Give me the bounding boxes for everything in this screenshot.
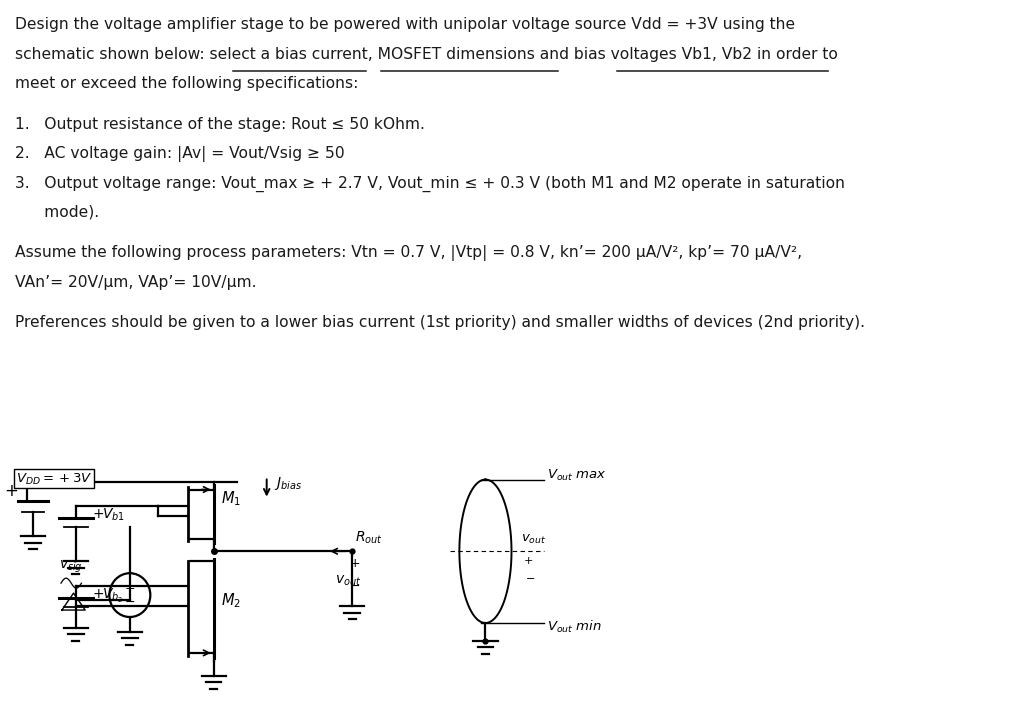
Text: $v_{sig}$: $v_{sig}$ <box>59 559 83 576</box>
Text: meet or exceed the following specifications:: meet or exceed the following specificati… <box>15 76 358 91</box>
Text: +: + <box>92 587 104 601</box>
Text: Assume the following process parameters: Vtn = 0.7 V, |Vtp| = 0.8 V, kn’= 200 μA: Assume the following process parameters:… <box>15 245 803 261</box>
Text: $V_{b_2}$: $V_{b_2}$ <box>102 587 123 605</box>
Text: Preferences should be given to a lower bias current (1st priority) and smaller w: Preferences should be given to a lower b… <box>15 316 865 330</box>
Text: 3.   Output voltage range: Vout_max ≥ + 2.7 V, Vout_min ≤ + 0.3 V (both M1 and M: 3. Output voltage range: Vout_max ≥ + 2.… <box>15 175 846 192</box>
Text: +: + <box>350 557 360 570</box>
Text: −: − <box>525 574 535 584</box>
Text: −: − <box>350 580 360 593</box>
Text: $M_1$: $M_1$ <box>221 489 242 508</box>
Text: −: − <box>125 596 135 609</box>
Text: $V_{out}$ min: $V_{out}$ min <box>547 619 602 635</box>
Text: $v_{out}$: $v_{out}$ <box>336 573 361 588</box>
Text: +: + <box>125 581 135 594</box>
Text: +: + <box>4 481 17 500</box>
Text: $v_{out}$: $v_{out}$ <box>521 533 546 546</box>
Text: 2.   AC voltage gain: |Av| = Vout/Vsig ≥ 50: 2. AC voltage gain: |Av| = Vout/Vsig ≥ 5… <box>15 146 345 162</box>
Text: $R_{out}$: $R_{out}$ <box>355 529 383 545</box>
Text: schematic shown below: select a bias current, MOSFET dimensions and bias voltage: schematic shown below: select a bias cur… <box>15 47 839 62</box>
Text: $V_{DD}=+3V$: $V_{DD}=+3V$ <box>16 471 92 487</box>
Text: mode).: mode). <box>15 205 99 220</box>
Text: $V_{b1}$: $V_{b1}$ <box>102 506 125 523</box>
Text: 1.   Output resistance of the stage: Rout ≤ 50 kOhm.: 1. Output resistance of the stage: Rout … <box>15 117 425 132</box>
Text: +: + <box>523 556 532 566</box>
Text: +: + <box>92 508 104 521</box>
Text: $V_{out}$ max: $V_{out}$ max <box>547 468 606 483</box>
Text: VAn’= 20V/μm, VAp’= 10V/μm.: VAn’= 20V/μm, VAp’= 10V/μm. <box>15 274 257 290</box>
Text: Design the voltage amplifier stage to be powered with unipolar voltage source Vd: Design the voltage amplifier stage to be… <box>15 17 796 33</box>
Text: $J_{bias}$: $J_{bias}$ <box>274 475 302 492</box>
Text: $M_2$: $M_2$ <box>221 592 241 610</box>
